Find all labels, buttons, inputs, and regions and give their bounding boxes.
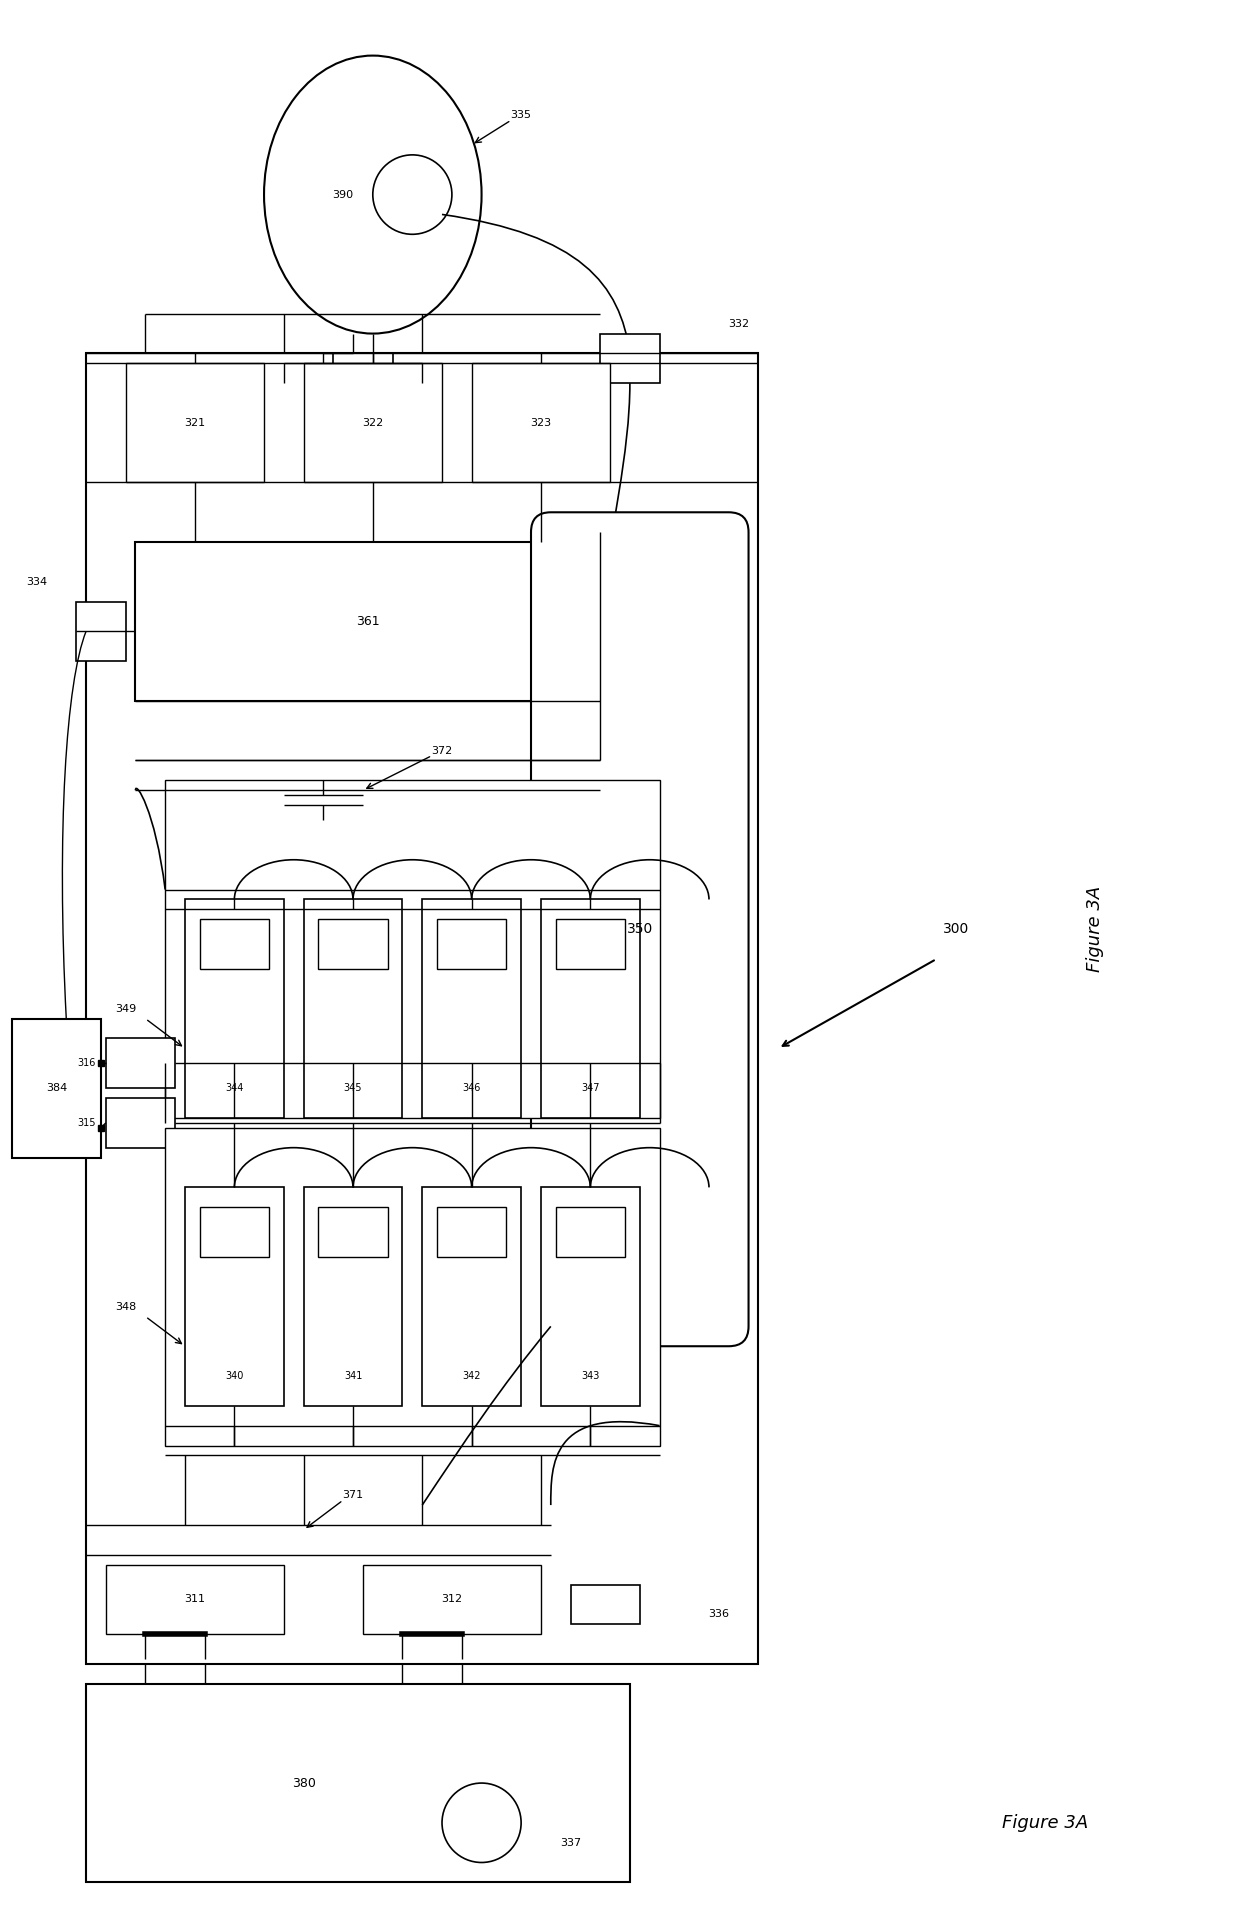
- Circle shape: [441, 1782, 521, 1863]
- Bar: [541, 1188, 640, 1406]
- Bar: [423, 899, 521, 1119]
- Text: 343: 343: [582, 1372, 599, 1381]
- Text: 322: 322: [362, 419, 383, 428]
- Text: 316: 316: [78, 1059, 95, 1069]
- Bar: [185, 1188, 284, 1406]
- Text: 342: 342: [463, 1372, 481, 1381]
- Text: 334: 334: [26, 577, 47, 586]
- Bar: [423, 1188, 521, 1406]
- Bar: [436, 920, 506, 968]
- Text: 371: 371: [342, 1489, 363, 1501]
- Bar: [541, 899, 640, 1119]
- Bar: [304, 899, 403, 1119]
- Bar: [319, 920, 388, 968]
- Text: 341: 341: [343, 1372, 362, 1381]
- Bar: [319, 1208, 388, 1258]
- Text: 311: 311: [185, 1595, 206, 1605]
- Bar: [165, 1128, 660, 1445]
- Text: 300: 300: [944, 922, 970, 936]
- Bar: [556, 1208, 625, 1258]
- Text: 335: 335: [511, 110, 532, 120]
- Text: Figure 3A: Figure 3A: [1086, 885, 1104, 972]
- Text: 390: 390: [332, 189, 353, 199]
- Text: Figure 3A: Figure 3A: [1002, 1813, 1089, 1833]
- Bar: [165, 781, 660, 1119]
- Bar: [86, 1684, 630, 1883]
- Text: 350: 350: [626, 922, 653, 936]
- Text: 344: 344: [226, 1082, 243, 1094]
- FancyBboxPatch shape: [531, 513, 749, 1346]
- Bar: [105, 1098, 175, 1148]
- Bar: [436, 1208, 506, 1258]
- Bar: [200, 1208, 269, 1258]
- Text: 384: 384: [46, 1082, 67, 1094]
- Text: 380: 380: [291, 1777, 315, 1790]
- Ellipse shape: [264, 56, 481, 334]
- Bar: [334, 353, 393, 384]
- Text: 372: 372: [432, 745, 453, 756]
- Bar: [185, 899, 284, 1119]
- Text: 361: 361: [356, 615, 379, 629]
- Text: 323: 323: [531, 419, 552, 428]
- Text: 337: 337: [560, 1838, 582, 1848]
- Text: 312: 312: [441, 1595, 463, 1605]
- Bar: [304, 1188, 403, 1406]
- Text: 332: 332: [728, 318, 749, 328]
- Text: 336: 336: [708, 1609, 729, 1618]
- Text: 345: 345: [343, 1082, 362, 1094]
- Bar: [125, 363, 264, 482]
- Bar: [471, 363, 610, 482]
- Text: 349: 349: [115, 1003, 136, 1013]
- Bar: [200, 920, 269, 968]
- Bar: [363, 1564, 541, 1634]
- Bar: [135, 542, 600, 700]
- Text: 321: 321: [185, 419, 206, 428]
- Bar: [570, 1584, 640, 1624]
- Bar: [304, 363, 441, 482]
- Bar: [12, 1019, 100, 1157]
- Circle shape: [373, 154, 451, 233]
- Bar: [76, 602, 125, 662]
- Text: 348: 348: [115, 1302, 136, 1312]
- Text: 315: 315: [77, 1117, 95, 1128]
- Bar: [105, 1038, 175, 1088]
- Text: 346: 346: [463, 1082, 481, 1094]
- Text: 340: 340: [226, 1372, 243, 1381]
- Bar: [600, 334, 660, 384]
- Text: 347: 347: [582, 1082, 600, 1094]
- Bar: [105, 1564, 284, 1634]
- Bar: [556, 920, 625, 968]
- Bar: [86, 353, 759, 1665]
